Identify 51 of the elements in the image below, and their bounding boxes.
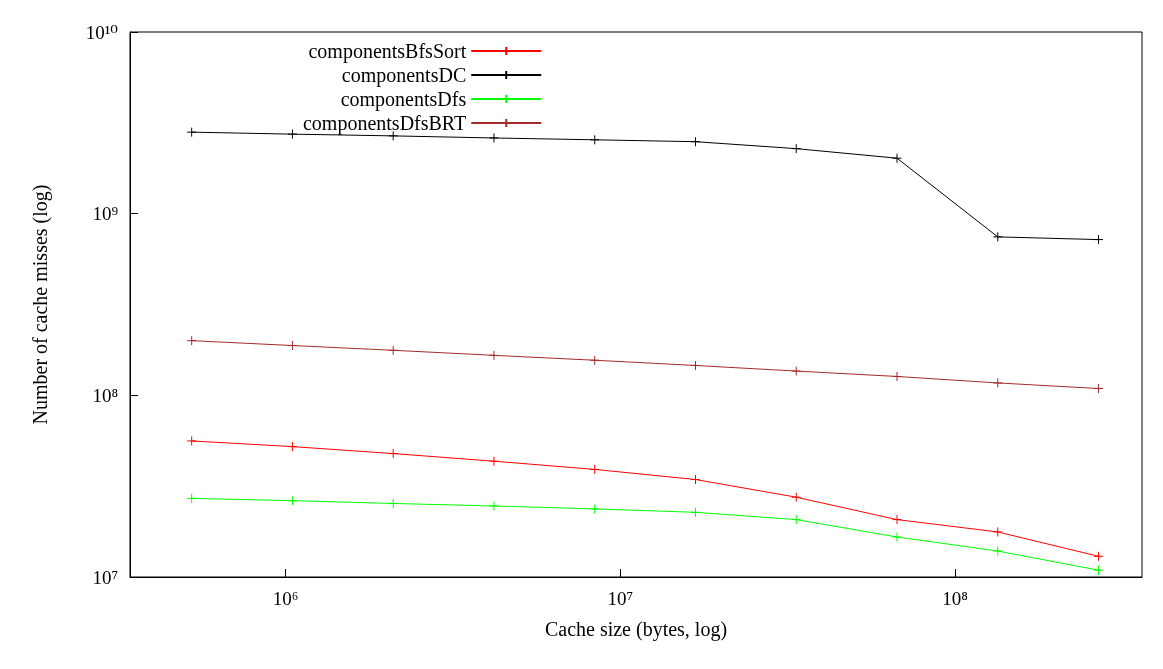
point <box>892 371 903 382</box>
point <box>589 464 600 475</box>
point <box>388 498 399 509</box>
point <box>488 132 499 143</box>
x-axis-title: Cache size (bytes, log) <box>544 618 728 641</box>
x-tick-label: 10⁶ <box>272 588 299 609</box>
y-axis-title: Number of cache misses (log) <box>29 184 52 425</box>
point <box>791 492 802 503</box>
point <box>690 507 701 518</box>
legend-label: componentsBfsSort <box>308 40 467 63</box>
point <box>287 340 298 351</box>
point <box>287 441 298 452</box>
point <box>488 500 499 511</box>
point <box>186 127 197 138</box>
point <box>791 143 802 154</box>
legend-label: componentsDfsBRT <box>303 112 467 135</box>
y-tick-label: 10⁸ <box>92 384 118 406</box>
point <box>186 335 197 346</box>
point <box>186 435 197 446</box>
point <box>892 532 903 543</box>
legend-label: componentsDfs <box>340 88 467 111</box>
point <box>1093 383 1104 394</box>
point <box>1093 551 1104 562</box>
point <box>690 360 701 371</box>
point <box>992 231 1003 242</box>
point <box>589 355 600 366</box>
point <box>791 366 802 377</box>
point <box>1093 234 1104 245</box>
legend-label: componentsDC <box>341 64 467 87</box>
point <box>388 448 399 459</box>
y-tick-label: 10¹⁰ <box>85 21 119 43</box>
point <box>791 514 802 525</box>
point <box>992 377 1003 388</box>
point <box>1093 565 1104 576</box>
point <box>388 345 399 356</box>
y-tick-label: 10⁷ <box>92 566 118 588</box>
point <box>488 350 499 361</box>
point <box>186 493 197 504</box>
x-tick-label: 10⁸ <box>942 588 968 609</box>
point <box>488 456 499 467</box>
point <box>589 134 600 145</box>
y-tick-label: 10⁹ <box>92 203 119 225</box>
point <box>589 503 600 514</box>
point <box>287 129 298 140</box>
point <box>287 495 298 506</box>
x-tick-label: 10⁷ <box>607 588 634 609</box>
point <box>892 514 903 525</box>
point <box>690 136 701 147</box>
point <box>992 526 1003 537</box>
point <box>992 546 1003 557</box>
point <box>892 153 903 164</box>
